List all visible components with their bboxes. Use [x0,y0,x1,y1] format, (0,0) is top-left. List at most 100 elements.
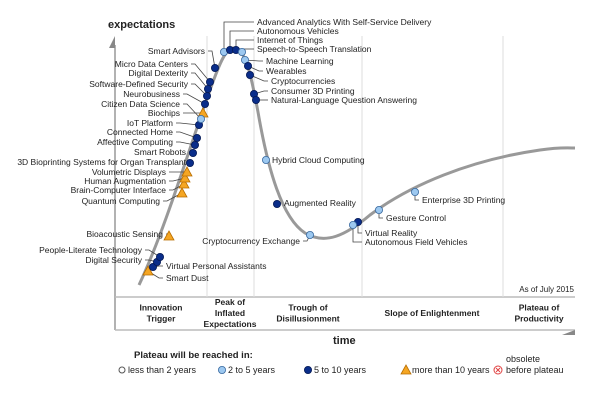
leader-line [191,63,211,83]
technology-label: Affective Computing [97,137,173,147]
technology-marker-2to5 [196,115,205,124]
phase-label: Peak of [215,297,245,307]
technology-marker-5to10 [243,62,252,71]
phase-label: Innovation [140,303,183,313]
leader-line [183,93,206,105]
technology-label: Smart Advisors [148,46,205,56]
technology-label: Bioacoustic Sensing [86,229,163,239]
technology-label: Wearables [266,66,306,76]
technology-labels: Smart Dust Virtual Personal Assistants Dig… [17,17,505,283]
technology-label: Consumer 3D Printing [271,86,355,96]
technology-marker-5to10 [203,85,212,94]
technology-marker-5to10 [192,133,201,142]
technology-label: Internet of Things [257,35,323,45]
technology-label: Software-Defined Security [89,79,188,89]
technology-label: Cryptocurrency Exchange [202,236,300,246]
technology-marker-5to10 [202,92,211,101]
technology-label: Virtual Personal Assistants [166,261,266,271]
leader-line [163,192,183,202]
legend-label: more than 10 years [412,365,490,375]
phase-label: Slope of Enlightenment [385,308,480,318]
leader-line [176,131,198,139]
phase-label: Plateau of [519,303,560,313]
technology-label: IoT Platform [127,118,173,128]
leader-line [223,21,254,49]
leader-line [176,122,200,126]
technology-marker-5to10 [205,78,214,87]
technology-marker-5to10 [200,100,209,109]
y-axis-arrow-icon [109,36,115,48]
technology-label: Virtual Reality [365,228,418,238]
technology-marker-2to5 [305,230,314,239]
legend-label: before plateau [506,365,564,375]
legend-label: obsolete [506,354,540,364]
legend-marker [493,365,503,375]
legend-label: 2 to 5 years [228,365,276,375]
legend-item-lt2: less than 2 years [118,365,197,375]
leader-line [229,30,254,47]
technology-label: Advanced Analytics With Self-Service Del… [257,17,432,27]
as-of-date: As of July 2015 [519,285,574,294]
legend-marker [400,364,412,375]
technology-marker-gt10 [179,172,191,183]
technology-label: Cryptocurrencies [271,76,335,86]
technology-marker-2to5 [374,205,383,214]
legend-item-gt10: more than 10 years [400,364,490,375]
technology-label: Connected Home [107,127,173,137]
leader-line [145,249,161,258]
technology-label: Volumetric Displays [92,167,166,177]
technology-marker-5to10 [272,199,281,208]
technology-marker-5to10 [155,252,164,261]
technology-label: Digital Security [85,255,142,265]
technology-marker-5to10 [245,71,254,80]
leader-line [352,228,362,243]
phase-label: Productivity [514,314,563,324]
legend-label: less than 2 years [128,365,197,375]
technology-label: Natural-Language Question Answering [271,95,417,105]
technology-marker-2to5 [237,48,246,57]
technology-label: Gesture Control [386,213,446,223]
technology-label: 3D Bioprinting Systems for Organ Transpl… [17,157,186,167]
legend-item-2to5: 2 to 5 years [217,365,276,375]
technology-label: Augmented Reality [284,198,357,208]
technology-label: Speech-to-Speech Translation [257,44,372,54]
leader-line [414,195,419,201]
technology-label: Machine Learning [266,56,334,66]
technology-label: Micro Data Centers [115,59,188,69]
technology-marker-5to10 [190,140,199,149]
phase-label: Trigger [147,314,177,324]
technology-marker-2to5 [348,220,357,229]
technology-marker-2to5 [261,155,270,164]
leader-line [208,50,216,69]
technology-label: Citizen Data Science [101,99,180,109]
technology-label: Neurobusiness [123,89,180,99]
technology-marker-gt10 [163,230,175,241]
technology-label: Brain-Computer Interface [71,185,167,195]
technology-label: Enterprise 3D Printing [422,195,505,205]
leader-line [191,83,208,97]
technology-marker-5to10 [251,96,260,105]
technology-label: Autonomous Vehicles [257,26,339,36]
technology-marker-5to10 [210,64,219,73]
technology-label: Digital Dexterity [128,68,188,78]
leader-line [378,213,383,219]
frame [109,36,575,335]
technology-label: Quantum Computing [82,196,161,206]
leader-line [247,65,263,72]
legend-title: Plateau will be reached in: [134,350,253,361]
phase-label: Disillusionment [276,314,339,324]
leader-line [169,177,186,182]
technology-label: Smart Dust [166,273,209,283]
leader-line [176,141,196,146]
leader-line [244,59,263,62]
phase-label: Inflated [215,308,245,318]
phase-label: Expectations [204,319,257,329]
technology-marker-gt10 [142,265,154,276]
technology-marker-2to5 [410,187,419,196]
phase-label: Trough of [288,303,327,313]
technology-points [142,46,419,276]
